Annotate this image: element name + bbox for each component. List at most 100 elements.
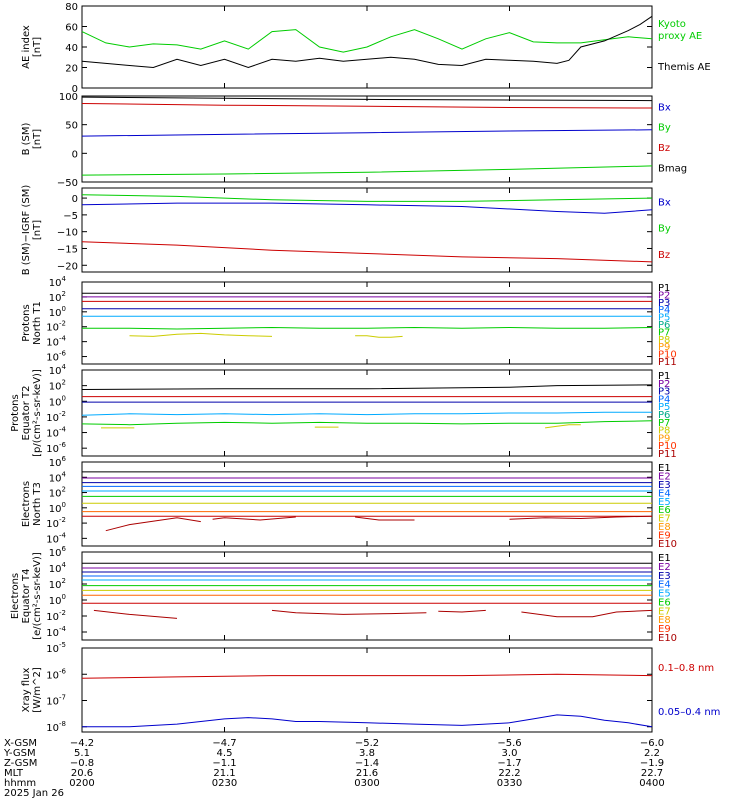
y-tick-label: 0 — [72, 84, 78, 95]
legend-label: P7 — [658, 418, 670, 429]
y-axis-label: Equator T4 — [21, 569, 32, 624]
y-tick-label: 10-2 — [46, 410, 66, 424]
series-line-bx — [81, 129, 653, 137]
y-tick-label: 102 — [49, 577, 66, 591]
legend-label: Bz — [658, 143, 670, 154]
legend-label: P5 — [658, 402, 670, 413]
legend-label: P3 — [658, 387, 670, 398]
y-tick-label: 80 — [65, 2, 78, 13]
legend-label: P10 — [658, 441, 677, 452]
series-line-0-05-0-4-nm — [82, 714, 653, 728]
legend-label: P5 — [658, 313, 670, 324]
legend-label: Bmag — [658, 164, 687, 175]
footer-row-label: Z-GSM — [4, 758, 37, 769]
footer-value: 0230 — [212, 778, 237, 789]
footer-value: −5.2 — [355, 738, 379, 749]
footer-value: 3.8 — [359, 748, 375, 759]
footer-row-label: X-GSM — [4, 738, 37, 749]
legend-label: P1 — [658, 283, 670, 294]
series-line-e10b — [212, 516, 296, 521]
series-line-p8c — [545, 424, 581, 429]
y-axis-label: B (SM) — [21, 122, 32, 155]
y-tick-label: 104 — [49, 470, 67, 484]
y-axis-label: [e/(cm²-s-sr-keV)] — [32, 552, 43, 640]
series-line-bz — [81, 103, 653, 109]
legend-label: E1 — [658, 553, 671, 564]
y-tick-label: 10-6 — [46, 350, 66, 364]
legend-label: E7 — [658, 514, 671, 525]
y-tick-label: 10-5 — [46, 641, 66, 655]
bsm-panel: −50 0 50 100 B (SM) [nT] Bx By Bz Bmag — [21, 92, 687, 189]
legend-label: P3 — [658, 298, 670, 309]
x-axis-footer: X-GSM −4.2 −4.7 −5.2 −5.6 −6.0 Y-GSM 5.1 4.5 3.8 3… — [3, 738, 665, 799]
series-line-p7 — [81, 420, 653, 426]
y-axis-label: Electrons — [10, 573, 21, 619]
series-line-by — [81, 194, 653, 202]
footer-value: −1.7 — [497, 758, 521, 769]
y-tick-label: 104 — [49, 561, 67, 575]
y-axis-label: North T3 — [32, 482, 43, 526]
legend-label: E5 — [658, 589, 671, 600]
footer-value: −1.1 — [212, 758, 236, 769]
legend-label: E9 — [658, 624, 671, 635]
y-axis-label: [nT] — [32, 220, 43, 240]
footer-value: 0300 — [354, 778, 379, 789]
legend-label: E10 — [658, 633, 677, 644]
y-tick-label: 10-6 — [46, 441, 66, 455]
legend-label: P4 — [658, 305, 670, 316]
footer-row-label: Y-GSM — [3, 748, 36, 759]
series-line-p5 — [81, 411, 652, 416]
legend-label: Bx — [658, 197, 671, 208]
legend-label: E6 — [658, 597, 671, 608]
y-tick-label: 100 — [59, 92, 78, 103]
legend-label: proxy AE — [658, 31, 702, 42]
footer-value: −6.0 — [640, 738, 664, 749]
y-tick-label: 0 — [72, 194, 78, 205]
footer-value: 3.0 — [502, 748, 518, 759]
y-axis-label: [W/m^2] — [32, 667, 43, 713]
legend-label: P9 — [658, 433, 670, 444]
footer-value: −4.2 — [70, 738, 94, 749]
legend-label: P11 — [658, 449, 677, 460]
y-axis-label: AE index — [21, 25, 32, 69]
y-tick-label: 10-2 — [46, 320, 66, 334]
panel-frame — [81, 647, 653, 733]
legend-label: E3 — [658, 480, 671, 491]
legend-label: P8 — [658, 426, 670, 437]
legend-label: E2 — [658, 471, 671, 482]
series-line-kyoto-proxy-ae — [81, 29, 653, 53]
footer-value: 4.5 — [217, 748, 233, 759]
series-line-e10c — [438, 609, 486, 613]
legend-label: E2 — [658, 562, 671, 573]
legend-label: Bz — [658, 250, 670, 261]
footer-value: 5.1 — [74, 748, 90, 759]
y-tick-label: 102 — [49, 379, 66, 393]
series-line-e10b — [271, 609, 427, 615]
legend-label: E9 — [658, 531, 671, 542]
series-line-bz — [81, 241, 653, 263]
y-tick-label: 102 — [49, 486, 66, 500]
y-tick-label: 106 — [49, 455, 67, 469]
y-axis-label: North T1 — [32, 301, 43, 345]
y-axis-label: [nT] — [32, 37, 43, 57]
legend-label: P7 — [658, 327, 670, 338]
legend-label: E4 — [658, 580, 671, 591]
y-axis-label: Protons — [10, 394, 21, 431]
date-label: 2025 Jan 26 — [4, 788, 64, 799]
series-line-p8b — [355, 335, 403, 338]
legend-label: E5 — [658, 497, 671, 508]
legend-label: E8 — [658, 615, 671, 626]
legend-label: Themis AE — [657, 62, 711, 73]
legend-label: By — [658, 123, 671, 134]
y-tick-label: 104 — [49, 363, 67, 377]
legend-label: P6 — [658, 320, 670, 331]
y-tick-label: −50 — [57, 178, 78, 189]
series-line-e10a — [105, 517, 201, 532]
y-tick-label: −10 — [57, 228, 78, 239]
y-axis-label: Electrons — [21, 481, 32, 527]
legend-label: E8 — [658, 522, 671, 533]
